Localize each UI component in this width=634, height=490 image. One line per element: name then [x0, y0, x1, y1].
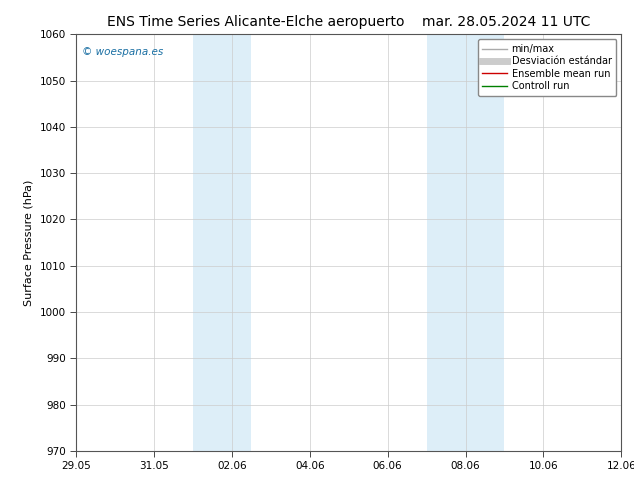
Bar	[427, 34, 446, 451]
Bar	[193, 34, 212, 451]
Title: ENS Time Series Alicante-Elche aeropuerto    mar. 28.05.2024 11 UTC: ENS Time Series Alicante-Elche aeropuert…	[107, 15, 590, 29]
Bar	[446, 34, 505, 451]
Text: © woespana.es: © woespana.es	[82, 47, 163, 57]
Legend: min/max, Desviación estándar, Ensemble mean run, Controll run: min/max, Desviación estándar, Ensemble m…	[477, 39, 616, 96]
Bar	[212, 34, 251, 451]
Y-axis label: Surface Pressure (hPa): Surface Pressure (hPa)	[24, 179, 34, 306]
